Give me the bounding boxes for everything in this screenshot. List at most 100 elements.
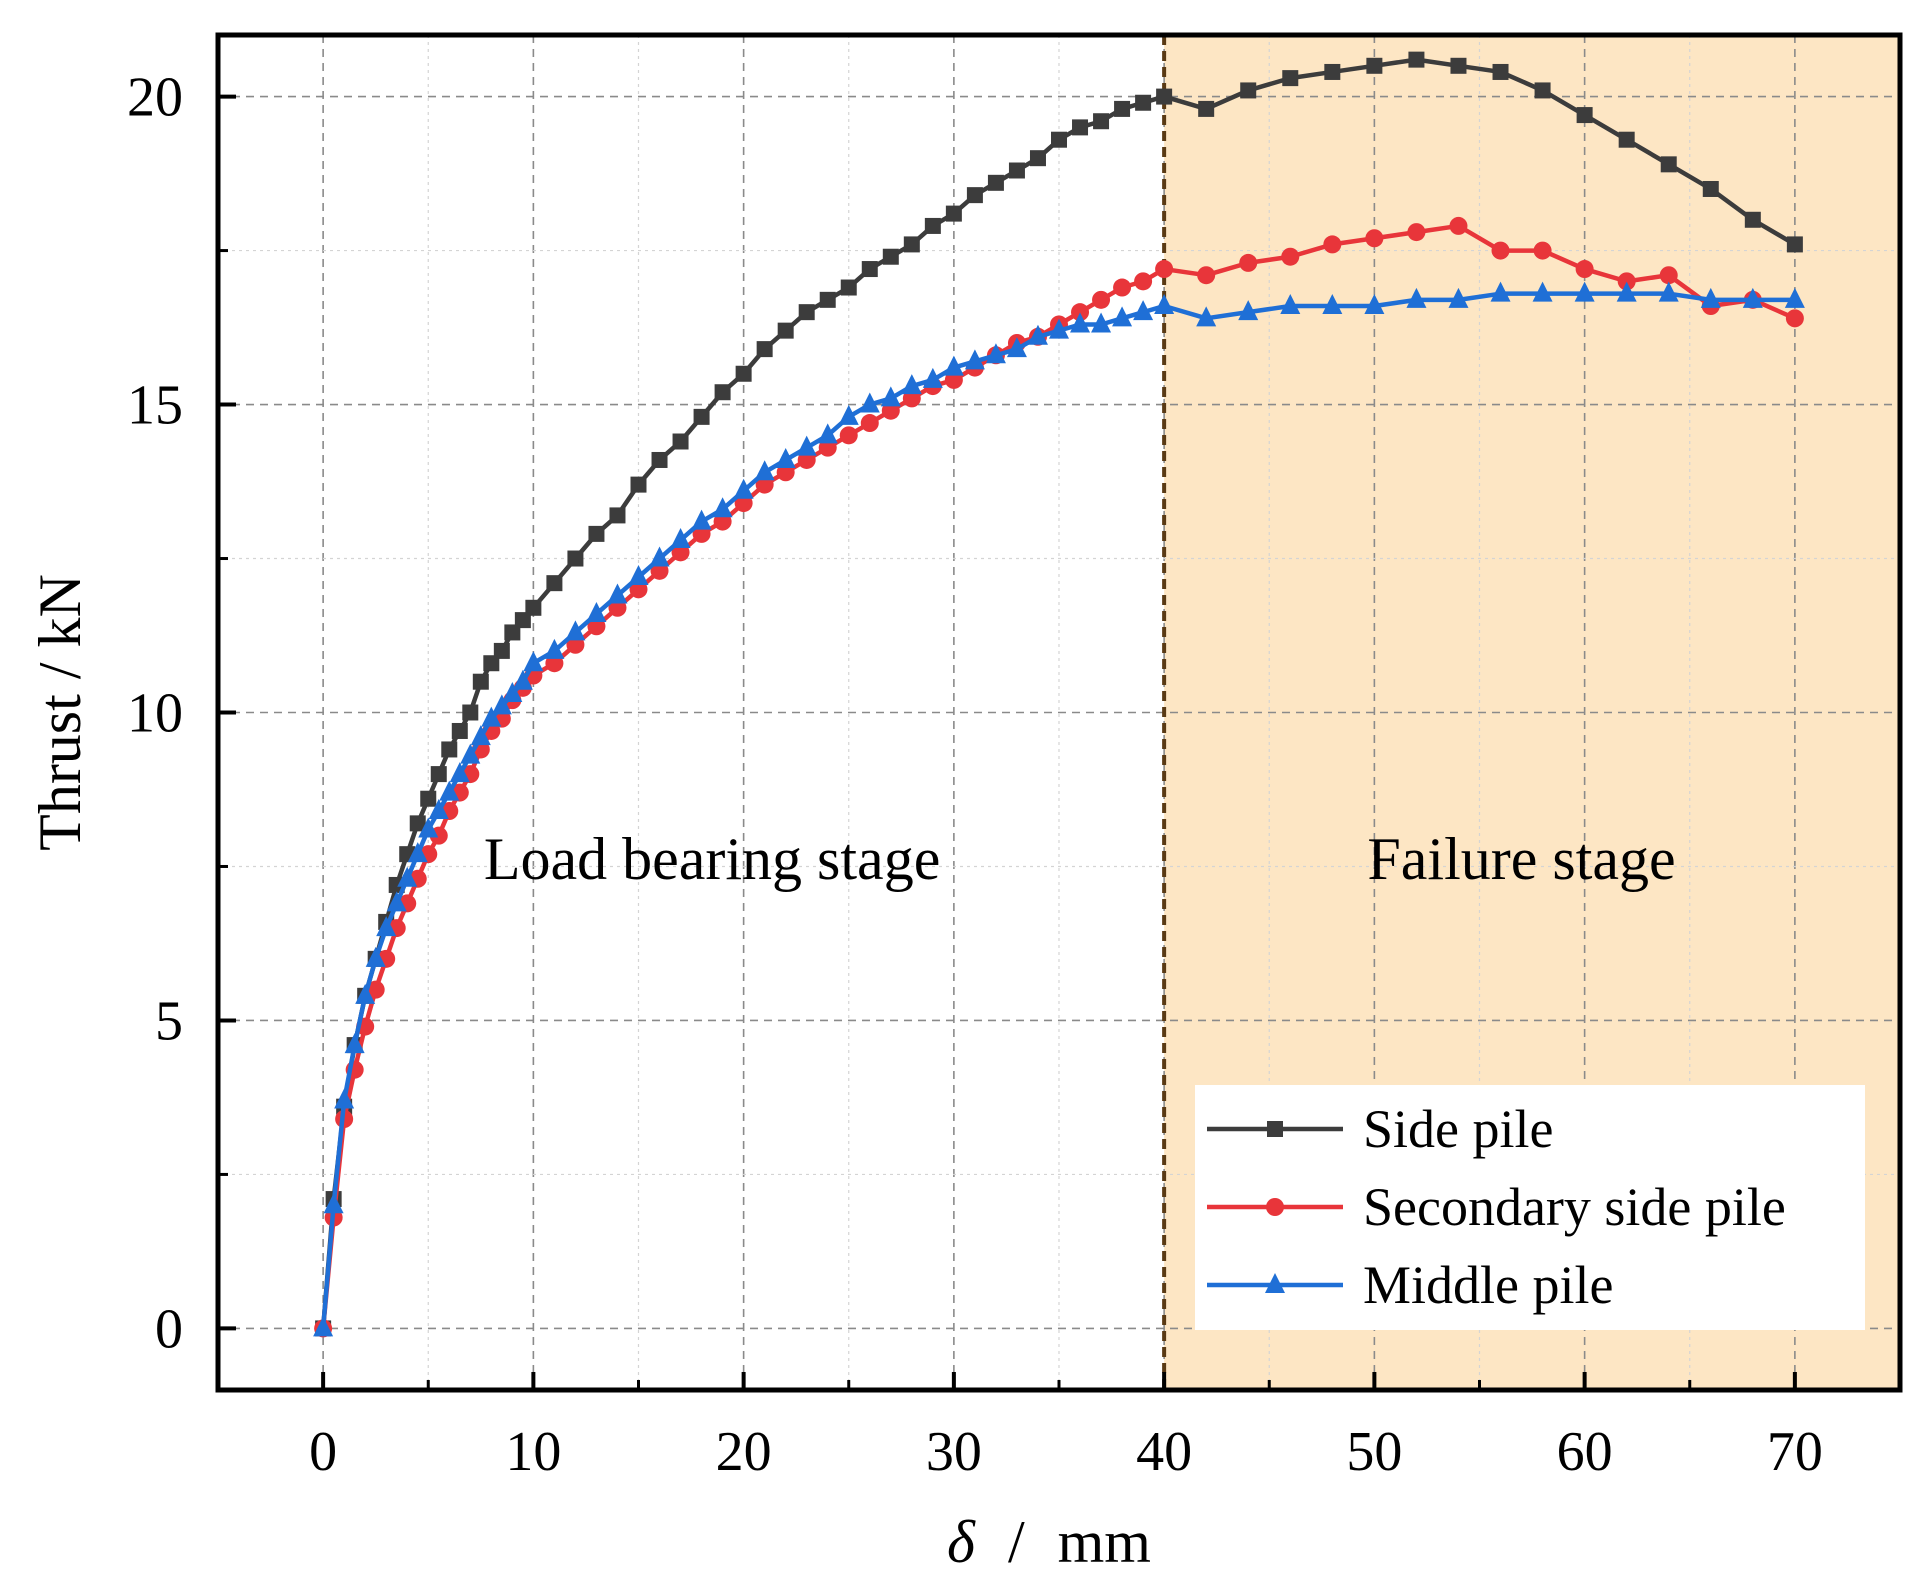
data-point-secondary-side-pile <box>1617 272 1636 291</box>
legend-items: Side pile Secondary side pile Middle pile <box>1207 1099 1786 1315</box>
data-point-side-pile <box>840 279 857 296</box>
data-point-side-pile <box>430 766 447 783</box>
data-point-middle-pile <box>817 423 838 444</box>
data-point-side-pile <box>1135 94 1152 111</box>
data-point-middle-pile <box>1448 287 1469 308</box>
data-point-middle-pile <box>544 638 565 659</box>
data-point-side-pile <box>483 655 500 672</box>
data-point-middle-pile <box>628 565 649 585</box>
data-point-side-pile <box>1093 113 1110 130</box>
data-point-middle-pile <box>1196 306 1217 327</box>
data-point-secondary-side-pile <box>1575 260 1594 279</box>
data-point-side-pile <box>504 624 521 641</box>
legend-marker-side-pile <box>1267 1121 1283 1137</box>
series-middle-pile <box>313 281 1805 1337</box>
x-axis-unit: mm <box>1058 1509 1151 1575</box>
data-point-middle-pile <box>1700 287 1721 308</box>
y-axis-title: Thrust / kN <box>27 574 93 851</box>
x-tick-label: 10 <box>505 1421 561 1483</box>
data-point-middle-pile <box>323 1193 344 1214</box>
data-point-side-pile <box>493 642 510 659</box>
data-point-secondary-side-pile <box>1281 247 1300 266</box>
data-point-side-pile <box>1240 82 1257 99</box>
legend-marker-middle-pile <box>1265 1273 1285 1293</box>
data-point-middle-pile <box>491 694 512 715</box>
data-point-middle-pile <box>670 528 691 549</box>
x-tick-label: 60 <box>1557 1421 1613 1483</box>
data-point-middle-pile <box>512 669 533 690</box>
data-point-middle-pile <box>1154 294 1175 314</box>
data-point-middle-pile <box>1616 281 1637 302</box>
data-point-side-pile <box>924 217 941 234</box>
data-point-middle-pile <box>1574 281 1595 302</box>
data-point-middle-pile <box>691 509 712 530</box>
data-point-side-pile <box>1660 156 1677 173</box>
data-point-side-pile <box>588 525 605 542</box>
data-point-side-pile <box>1198 100 1215 117</box>
data-point-secondary-side-pile <box>1365 229 1384 248</box>
load-bearing-stage-label: Load bearing stage <box>484 826 940 892</box>
data-point-middle-pile <box>407 842 428 863</box>
x-tick-label: 30 <box>926 1421 982 1483</box>
data-point-middle-pile <box>439 780 460 801</box>
series-secondary-side-pile <box>314 216 1804 1338</box>
data-point-middle-pile <box>1742 287 1763 308</box>
x-tick-label: 50 <box>1346 1421 1402 1483</box>
data-point-side-pile <box>1408 51 1425 68</box>
x-tick-label: 40 <box>1136 1421 1192 1483</box>
data-point-side-pile <box>1450 57 1467 74</box>
data-point-side-pile <box>672 433 689 450</box>
data-point-middle-pile <box>1658 281 1679 302</box>
data-point-secondary-side-pile <box>1113 278 1132 297</box>
data-point-side-pile <box>861 261 878 278</box>
legend-marker-secondary-side-pile <box>1266 1198 1284 1216</box>
data-point-side-pile <box>1366 57 1383 74</box>
data-point-middle-pile <box>964 349 985 370</box>
data-point-secondary-side-pile <box>1323 235 1342 254</box>
data-point-side-pile <box>1744 211 1761 228</box>
x-tick-label: 20 <box>716 1421 772 1483</box>
data-point-middle-pile <box>775 447 796 468</box>
data-point-middle-pile <box>1490 281 1511 302</box>
data-point-side-pile <box>819 291 836 308</box>
data-point-side-pile <box>546 575 563 592</box>
data-point-side-pile <box>777 322 794 339</box>
data-point-middle-pile <box>313 1316 334 1337</box>
data-point-middle-pile <box>355 983 376 1004</box>
y-tick-label: 20 <box>127 67 183 129</box>
data-point-side-pile <box>693 408 710 425</box>
data-point-secondary-side-pile <box>1449 216 1468 235</box>
data-point-middle-pile <box>607 583 628 604</box>
y-tick-label: 10 <box>127 683 183 745</box>
data-point-middle-pile <box>1091 312 1112 333</box>
data-point-side-pile <box>630 476 647 493</box>
x-axis-symbol: δ <box>947 1509 976 1575</box>
x-axis-separator: / <box>1008 1509 1025 1575</box>
axis-ticks: 0 10 20 30 40 50 60 70 0 5 10 15 20 <box>127 67 1823 1483</box>
data-point-secondary-side-pile <box>1407 223 1426 242</box>
y-tick-label: 15 <box>127 375 183 437</box>
data-point-side-pile <box>966 187 983 204</box>
data-point-side-pile <box>472 673 489 690</box>
data-point-middle-pile <box>922 367 943 388</box>
x-tick-label: 0 <box>309 1421 337 1483</box>
data-point-middle-pile <box>943 355 964 376</box>
data-point-middle-pile <box>1238 300 1259 321</box>
data-point-middle-pile <box>523 651 544 672</box>
data-point-side-pile <box>441 741 458 758</box>
data-point-side-pile <box>525 599 542 616</box>
data-point-side-pile <box>1576 107 1593 124</box>
data-point-side-pile <box>735 365 752 382</box>
data-point-middle-pile <box>1364 294 1385 314</box>
data-point-secondary-side-pile <box>1239 253 1258 272</box>
data-point-side-pile <box>609 507 626 524</box>
data-point-secondary-side-pile <box>1197 266 1216 285</box>
data-point-side-pile <box>1008 162 1025 179</box>
data-point-middle-pile <box>1070 312 1091 333</box>
data-point-side-pile <box>651 451 668 468</box>
data-point-side-pile <box>756 341 773 358</box>
data-point-middle-pile <box>1280 294 1301 314</box>
data-point-middle-pile <box>859 392 880 413</box>
data-point-side-pile <box>1029 150 1046 167</box>
